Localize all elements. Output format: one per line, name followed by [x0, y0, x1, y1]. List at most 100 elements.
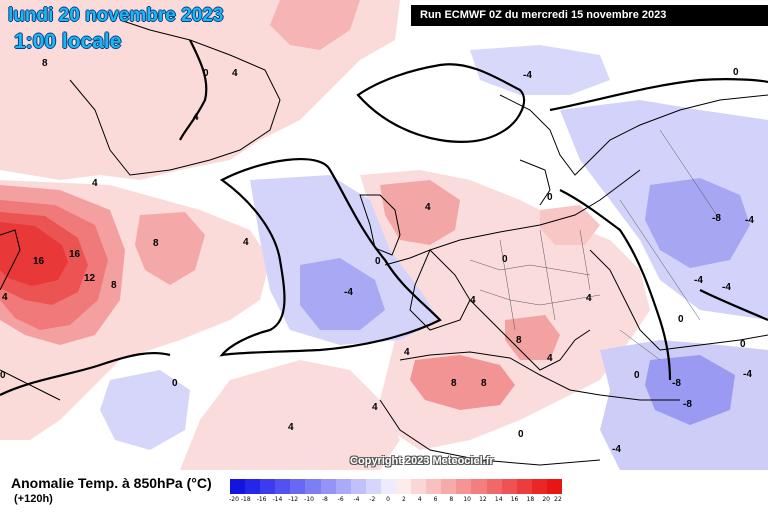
contour-label: 4 [470, 295, 476, 306]
scale-tick-label: 12 [479, 496, 487, 503]
contour-label: 0 [203, 68, 209, 79]
scale-tick-label: -10 [304, 496, 314, 503]
contour-label: 16 [33, 256, 45, 267]
scale-color-cell [441, 479, 457, 494]
cold-core-atlantic [300, 258, 385, 330]
contour-label: 8 [111, 280, 117, 291]
contour-label: 0 [678, 314, 684, 325]
scale-tick-label: -20 [229, 496, 239, 503]
scale-color-cell [335, 479, 352, 494]
contour-label: 0 [375, 256, 381, 267]
contour-label: 12 [84, 273, 96, 284]
contour-label: 4 [372, 402, 378, 413]
scale-tick-label: 6 [433, 496, 438, 503]
contour-labels: 8 0 4 4 16 16 12 8 8 4 4 0 4 0 -4 0 4 4 … [0, 58, 754, 455]
contour-label: 4 [243, 237, 249, 248]
coastlines [0, 19, 768, 466]
scale-color-cell [260, 479, 276, 494]
contour-label: 0 [547, 192, 553, 203]
copyright-text: Copyright 2023 Meteociel.fr [350, 455, 494, 467]
contour-label: -4 [743, 369, 752, 380]
scale-tick-label: 4 [417, 496, 422, 503]
contour-label: 16 [69, 249, 81, 260]
cold-area-atlantic [250, 175, 440, 345]
contour-label: 0 [502, 254, 508, 265]
scale-color-cell [305, 479, 322, 494]
cold-core-turkey [645, 355, 735, 425]
contour-label: 0 [733, 67, 739, 78]
lead-time: (+120h) [14, 493, 53, 505]
contour-label: 4 [2, 292, 8, 303]
contour-label: -8 [672, 378, 681, 389]
scale-color-cell [546, 479, 563, 494]
scale-color-cell [471, 479, 488, 494]
scale-tick-label: 10 [463, 496, 471, 503]
zero-contours [0, 39, 768, 396]
contour-label: -8 [683, 399, 692, 410]
contour-label: 4 [193, 112, 199, 123]
scale-tick-label: 14 [494, 496, 503, 503]
scale-tick-label: 22 [554, 496, 562, 503]
color-scale: -20 -18 -16 -14 -12 -10 -8 -6 -4 -2 0 2 4 6 8 10 12 14 16 1… [229, 479, 563, 509]
contour-label: 0 [740, 339, 746, 350]
country-borders [469, 129, 721, 361]
contour-label: -4 [745, 215, 754, 226]
contour-label: -4 [523, 70, 532, 81]
scale-tick-label: -12 [288, 496, 299, 503]
scale-tick-label: 20 [542, 496, 551, 503]
contour-label: 4 [92, 178, 98, 189]
scale-tick-label: -8 [321, 496, 328, 503]
contour-label: 8 [42, 58, 48, 69]
contour-label: 0 [634, 370, 640, 381]
contour-label: 8 [153, 238, 159, 249]
scale-tick-label: -6 [337, 496, 344, 503]
contour-label: 4 [288, 422, 294, 433]
scale-color-cell [320, 479, 337, 494]
scale-tick-label: 18 [526, 496, 535, 503]
legend-bar: Anomalie Temp. à 850hPa (°C) (+120h) -20… [0, 470, 768, 512]
scale-tick-label: 16 [510, 496, 519, 503]
scale-tick-label: -4 [353, 496, 360, 503]
contour-label: 0 [0, 370, 6, 381]
scale-color-cell [501, 479, 518, 494]
forecast-time: 1:00 locale [14, 30, 122, 53]
anomaly-map: 8 0 4 4 16 16 12 8 8 4 4 0 4 0 -4 0 4 4 … [0, 0, 768, 470]
contour-label: 4 [547, 353, 553, 364]
warm-core-mediterranean [410, 355, 515, 410]
contour-label: 8 [451, 378, 457, 389]
scale-color-cell [426, 479, 442, 494]
cold-area-south-atlantic [100, 370, 190, 450]
scale-color-cell [275, 479, 291, 494]
scale-color-cell [456, 479, 472, 494]
scale-color-cell [245, 479, 261, 494]
scale-tick-label: -16 [256, 496, 267, 503]
scale-color-cell [350, 479, 367, 494]
scale-color-cell [230, 479, 246, 494]
warm-area-south [180, 360, 400, 470]
contour-label: 4 [425, 202, 431, 213]
contour-label: 8 [481, 378, 487, 389]
contour-label: 8 [516, 335, 522, 346]
scale-tick-label: -18 [240, 496, 251, 503]
contour-label: -4 [722, 282, 731, 293]
warm-core-uk [380, 180, 460, 245]
scale-tick-label: 8 [449, 496, 454, 503]
contour-label: -8 [712, 213, 721, 224]
scale-tick-label: -14 [272, 496, 283, 503]
warm-core-baltic [540, 205, 600, 245]
contour-label: 4 [586, 293, 592, 304]
contour-label: 0 [172, 378, 178, 389]
contour-label: -4 [612, 444, 621, 455]
warm-core-atlantic-8 [135, 212, 205, 285]
scale-color-cell [486, 479, 503, 494]
scale-color-cell [411, 479, 427, 494]
contour-label: 4 [404, 347, 410, 358]
scale-tick-label: 2 [401, 496, 406, 503]
scale-color-cell [396, 479, 412, 494]
scale-color-cell [516, 479, 533, 494]
scale-color-cell [290, 479, 306, 494]
contour-label: -4 [694, 275, 703, 286]
contour-label: 4 [232, 68, 238, 79]
contour-label: -4 [344, 287, 353, 298]
